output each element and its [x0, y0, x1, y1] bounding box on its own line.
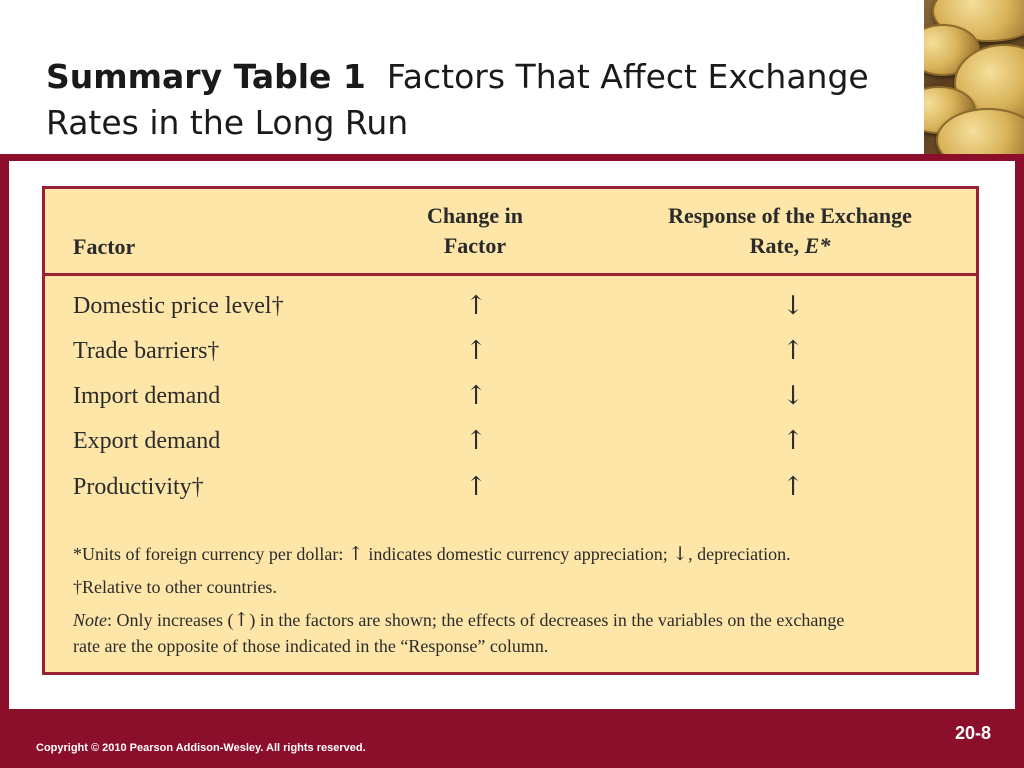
header-response-prefix: Rate,	[749, 233, 805, 258]
down-arrow-icon: ↓	[672, 543, 689, 565]
table-row: Export demand ↑ ↑	[45, 421, 976, 461]
change-arrow-icon: ↑	[465, 291, 487, 321]
response-arrow-icon: ↓	[782, 291, 804, 321]
note-text-a: : Only increases (	[107, 610, 234, 630]
footnote-units-text-a: *Units of foreign currency per dollar:	[73, 544, 348, 564]
note-label: Note	[73, 610, 107, 630]
page-number: 20-8	[954, 723, 992, 743]
change-arrow-icon: ↑	[465, 426, 487, 456]
header-response-line1: Response of the Exchange	[668, 203, 912, 228]
slide-title-rest: Factors That Affect Exchange Rates in th…	[46, 57, 869, 142]
header-change-line1: Change in	[427, 203, 523, 228]
footer-bar	[0, 736, 1024, 768]
note-text-c: rate are the opposite of those indicated…	[73, 636, 549, 656]
footnote-relative: †Relative to other countries.	[73, 577, 277, 597]
change-arrow-icon: ↑	[465, 381, 487, 411]
header-divider	[45, 273, 976, 276]
factor-name: Import demand	[73, 383, 221, 409]
slide-title-bold: Summary Table 1	[46, 57, 366, 96]
footnote-units-text-b: indicates domestic currency appreciation…	[363, 544, 673, 564]
up-arrow-icon: ↑	[347, 543, 364, 565]
factor-name: Export demand	[73, 428, 221, 454]
response-arrow-icon: ↑	[782, 472, 804, 502]
header-factor: Factor	[73, 234, 136, 259]
table-row: Productivity† ↑ ↑	[45, 467, 976, 507]
response-arrow-icon: ↑	[782, 336, 804, 366]
factor-name: Productivity†	[73, 474, 204, 500]
response-arrow-icon: ↑	[782, 426, 804, 456]
table-row: Import demand ↑ ↓	[45, 376, 976, 416]
page-number-box	[930, 710, 1016, 758]
change-arrow-icon: ↑	[465, 336, 487, 366]
factor-name: Trade barriers†	[73, 338, 220, 364]
response-arrow-icon: ↓	[782, 381, 804, 411]
header-response-symbol: E*	[804, 233, 831, 258]
header-response-line2: Rate, E*	[630, 231, 950, 261]
slide-title: Summary Table 1 Factors That Affect Exch…	[46, 54, 906, 146]
note-text-b: ) in the factors are shown; the effects …	[249, 610, 845, 630]
header-response: Response of the Exchange Rate, E*	[630, 201, 950, 261]
change-arrow-icon: ↑	[465, 472, 487, 502]
header-change-in-factor: Change in Factor	[400, 201, 550, 261]
up-arrow-icon: ↑	[233, 609, 250, 631]
summary-table: Factor Change in Factor Response of the …	[42, 186, 979, 675]
footnote-units-text-c: , depreciation.	[688, 544, 791, 564]
table-row: Domestic price level† ↑ ↓	[45, 286, 976, 326]
coin-stack-icon	[924, 0, 1024, 154]
header-change-line2: Factor	[443, 233, 507, 258]
footnote-units: *Units of foreign currency per dollar: ↑…	[73, 541, 956, 567]
factor-name: Domestic price level†	[73, 293, 284, 319]
copyright-notice: Copyright © 2010 Pearson Addison-Wesley.…	[36, 742, 366, 754]
footnote-note: Note: Only increases (↑) in the factors …	[73, 607, 956, 659]
table-row: Trade barriers† ↑ ↑	[45, 331, 976, 371]
